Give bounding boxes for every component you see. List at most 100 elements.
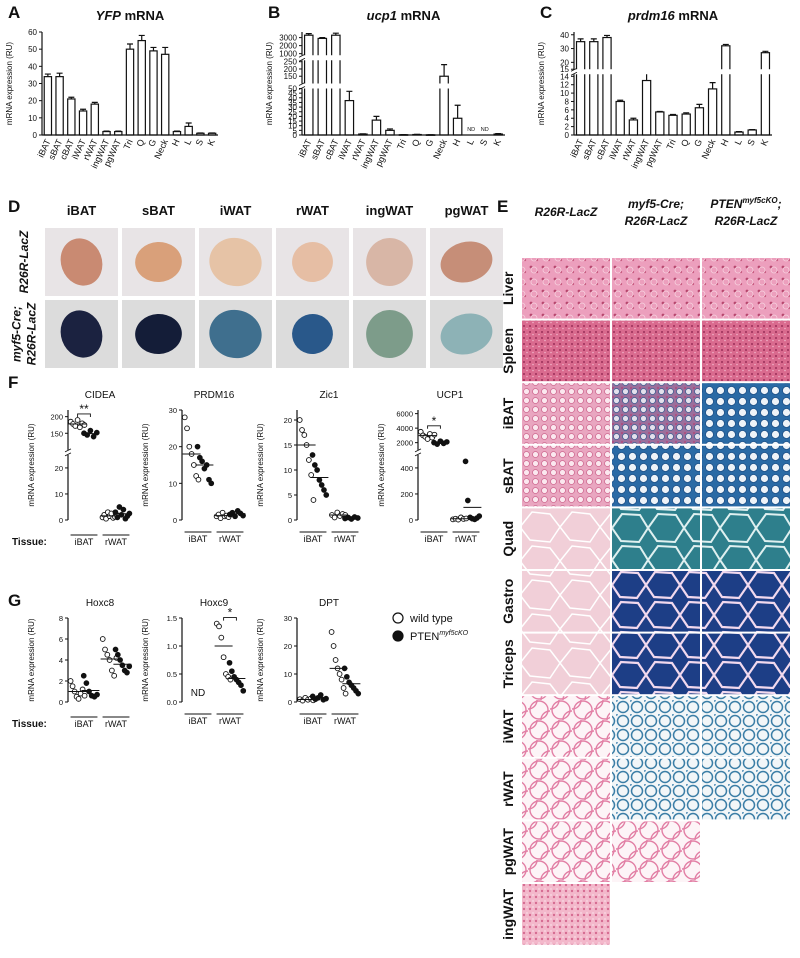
y-tick-label: 0 [288,698,292,707]
data-point [104,651,111,658]
column-header: myf5-Cre; [628,197,684,211]
histology-image [612,633,700,695]
error-bar [696,103,703,108]
y-tick-label: 20 [288,112,297,121]
data-point [232,513,238,520]
row-label: R26R-LacZ [25,302,39,365]
legend-sup: myf5cKO [439,630,468,637]
y-tick-label: 0.5 [167,670,177,679]
row-label: pgWAT [500,828,516,876]
data-point [317,692,324,698]
y-tick-label: 5 [288,491,292,500]
histology-image [702,445,790,507]
x-tick-label: Q [410,138,422,149]
y-axis-label: mRNA expression (RU) [256,618,265,701]
tissue-row-label: Tissue: [12,719,47,730]
bar [43,76,53,136]
chart-title: YFP mRNA [96,8,165,23]
y-tick-label: 10 [28,114,37,123]
y-axis-label: mRNA expression (RU) [377,423,386,506]
y-tick-label: 20 [28,97,37,106]
data-point [321,487,327,493]
bar [90,103,100,136]
significance-label: * [432,414,437,428]
panel-letter: G [8,591,21,610]
x-tick-label: L [182,138,193,147]
error-bar [683,112,690,115]
y-tick-label: 0 [288,516,292,525]
histology-image [612,445,700,507]
x-tick-label: Q [135,138,147,149]
y-tick-label: 2000 [396,439,413,448]
histology-image [702,508,790,569]
row-label: Quad [500,521,516,557]
data-point [343,673,350,680]
data-point [336,671,343,677]
data-point [323,695,329,702]
data-point [340,685,347,691]
histology-image [702,633,790,695]
chart-title: PRDM16 [194,390,235,401]
row-label: myf5-Cre; [10,306,24,362]
significance-label: ** [79,402,89,416]
y-tick-label: 10 [284,466,292,475]
histology-image [612,821,700,882]
error-bar [185,122,192,127]
significance-bracket [223,617,237,621]
y-tick-label: 25 [288,108,297,117]
histology-image [702,571,790,632]
y-tick-label: 45 [288,89,297,98]
histology-image [522,445,610,507]
data-point [240,512,246,519]
y-tick-label: 50 [28,45,37,54]
error-bar [127,43,133,50]
y-tick-label: 6000 [396,410,413,419]
row-label: Liver [500,271,516,305]
y-tick-label: 2000 [279,42,297,51]
panel-letter: F [8,373,18,392]
error-bar [386,128,393,131]
data-point [238,682,244,689]
y-tick-label: 30 [288,103,297,112]
y-tick-label: 1.5 [167,614,177,623]
x-tick-label: rWAT [219,716,241,726]
title-suffix: mRNA [401,8,441,23]
histology-image [612,320,700,382]
data-point [331,514,338,521]
histology-image [612,696,700,757]
axis-break [303,83,506,89]
title-gene: ucp1 [367,8,397,23]
x-tick-label: iBAT [304,716,323,726]
y-tick-label: 8 [565,97,570,106]
data-point [90,433,97,440]
histology-image [522,508,610,569]
data-point [218,634,225,641]
data-point [309,452,316,458]
chart-title: ucp1 mRNA [367,8,441,23]
y-tick-label: 10 [169,479,177,488]
data-point [318,482,325,488]
data-point [308,472,315,478]
error-bar [115,130,122,132]
y-tick-label: 0 [173,516,177,525]
bar [371,119,382,136]
row-label: rWAT [500,771,516,807]
tissue-photo [440,241,493,283]
column-header: ingWAT [366,203,413,218]
axis-break [303,55,506,61]
error-bar [68,96,75,99]
y-tick-label: 15 [284,441,292,450]
column-header: R26R-LacZ [535,205,598,219]
histology-image [612,571,700,632]
data-point [316,477,323,483]
legend-label: wild type [409,613,453,625]
data-point [67,678,74,684]
bar [615,100,625,136]
bar [385,129,395,136]
y-tick-label: 0 [293,131,298,140]
data-point [93,429,100,436]
y-tick-label: 20 [284,416,292,425]
column-header: R26R-LacZ [625,214,688,228]
error-bar [577,38,584,42]
data-point [301,432,308,438]
